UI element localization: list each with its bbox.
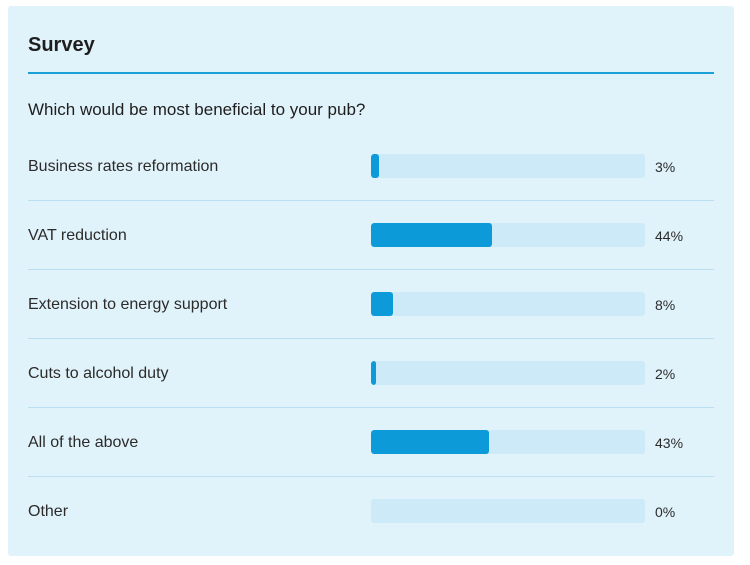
result-bar-track bbox=[371, 292, 645, 316]
result-bar-fill bbox=[371, 361, 377, 385]
survey-options: Business rates reformation 3% VAT reduct… bbox=[28, 132, 714, 546]
survey-option[interactable]: All of the above 43% bbox=[28, 408, 714, 477]
survey-option[interactable]: Business rates reformation 3% bbox=[28, 132, 714, 201]
result-bar-track bbox=[371, 499, 645, 523]
result-bar-track bbox=[371, 430, 645, 454]
option-label: VAT reduction bbox=[28, 227, 127, 244]
survey-option[interactable]: VAT reduction 44% bbox=[28, 201, 714, 270]
survey-option[interactable]: Other 0% bbox=[28, 477, 714, 546]
option-label: All of the above bbox=[28, 434, 139, 451]
result-percent: 0% bbox=[655, 504, 676, 520]
survey-card: Survey Which would be most beneficial to… bbox=[8, 6, 734, 556]
result-bar-fill bbox=[371, 292, 393, 316]
survey-title: Survey bbox=[28, 34, 95, 56]
result-percent: 8% bbox=[655, 297, 676, 313]
result-percent: 2% bbox=[655, 366, 676, 382]
result-bar-fill bbox=[371, 154, 380, 178]
option-label: Cuts to alcohol duty bbox=[28, 365, 169, 382]
option-label: Other bbox=[28, 503, 69, 520]
result-bar-track bbox=[371, 223, 645, 247]
result-percent: 3% bbox=[655, 159, 676, 175]
result-percent: 43% bbox=[655, 435, 684, 451]
result-bar-fill bbox=[371, 430, 489, 454]
survey-question: Which would be most beneficial to your p… bbox=[28, 100, 366, 119]
result-bar-track bbox=[371, 154, 645, 178]
survey-option[interactable]: Cuts to alcohol duty 2% bbox=[28, 339, 714, 408]
option-label: Business rates reformation bbox=[28, 158, 219, 175]
result-bar-track bbox=[371, 361, 645, 385]
result-bar-fill bbox=[371, 223, 492, 247]
option-label: Extension to energy support bbox=[28, 296, 228, 313]
survey-option[interactable]: Extension to energy support 8% bbox=[28, 270, 714, 339]
survey-header: Survey bbox=[28, 6, 714, 74]
result-percent: 44% bbox=[655, 228, 684, 244]
